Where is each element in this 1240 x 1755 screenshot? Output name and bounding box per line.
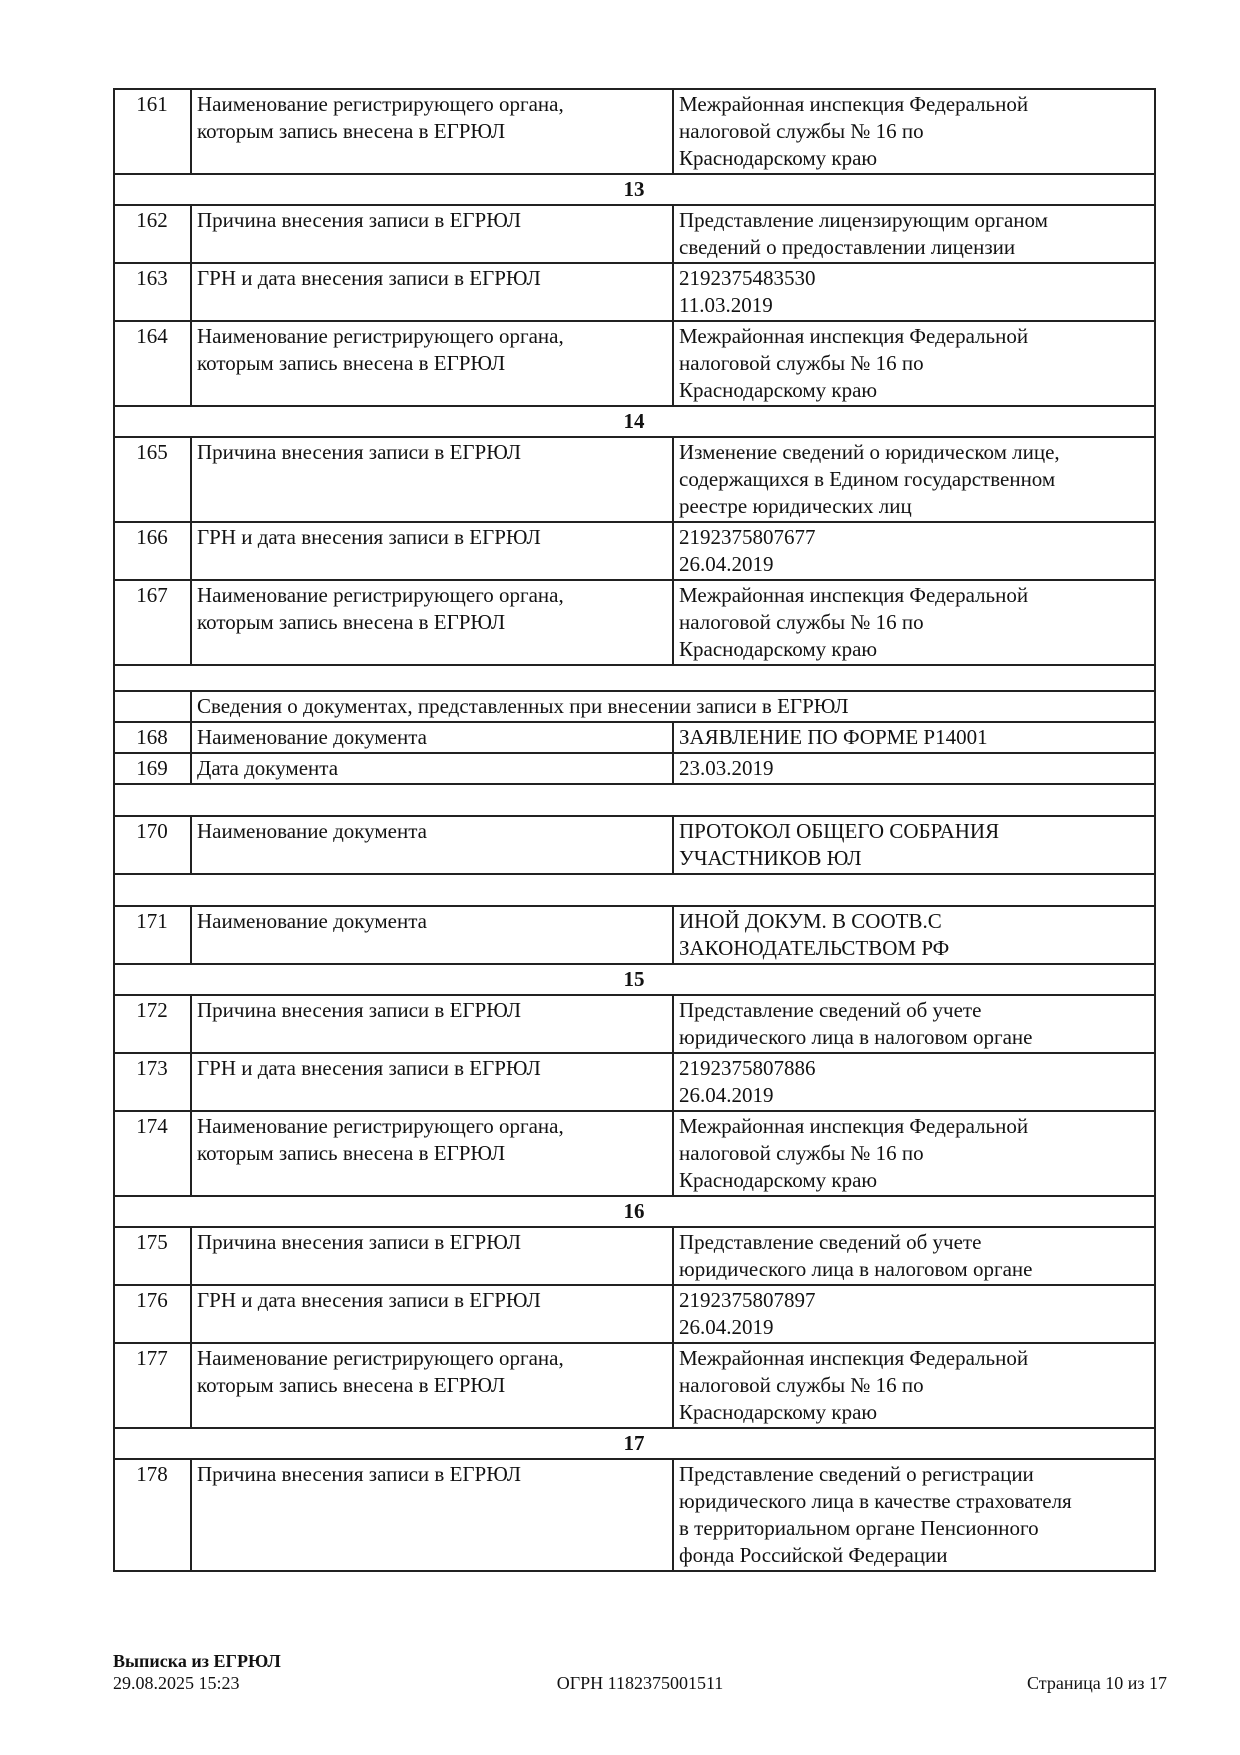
row-value: 2192375807677 26.04.2019 (672, 521, 1156, 581)
footer-datetime: 29.08.2025 15:23 (113, 1673, 240, 1693)
row-label: Причина внесения записи в ЕГРЮЛ (190, 436, 674, 523)
row-number: 178 (113, 1458, 192, 1572)
row-label: ГРН и дата внесения записи в ЕГРЮЛ (190, 262, 674, 322)
row-value: 2192375483530 11.03.2019 (672, 262, 1156, 322)
row-value: Представление сведений об учете юридичес… (672, 994, 1156, 1054)
footer-doc-type: Выписка из ЕГРЮЛ (113, 1651, 281, 1671)
row-number: 161 (113, 88, 192, 175)
row-label: Причина внесения записи в ЕГРЮЛ (190, 1458, 674, 1572)
section-number: 15 (113, 963, 1156, 996)
row-label: Причина внесения записи в ЕГРЮЛ (190, 204, 674, 264)
row-label: Наименование документа (190, 815, 674, 875)
row-label: Причина внесения записи в ЕГРЮЛ (190, 1226, 674, 1286)
row-value: Межрайонная инспекция Федеральной налого… (672, 88, 1156, 175)
table-row: 173 ГРН и дата внесения записи в ЕГРЮЛ 2… (113, 1052, 1156, 1112)
row-value: Изменение сведений о юридическом лице, с… (672, 436, 1156, 523)
row-number: 169 (113, 752, 192, 785)
row-label: Наименование регистрирующего органа, кот… (190, 579, 674, 666)
section-header-row: 17 (113, 1427, 1156, 1460)
row-number: 171 (113, 905, 192, 965)
row-value: ЗАЯВЛЕНИЕ ПО ФОРМЕ Р14001 (672, 721, 1156, 754)
table-row: 167 Наименование регистрирующего органа,… (113, 579, 1156, 666)
row-label: Дата документа (190, 752, 674, 785)
row-value: 2192375807897 26.04.2019 (672, 1284, 1156, 1344)
row-number: 167 (113, 579, 192, 666)
egrul-records-table: 161 Наименование регистрирующего органа,… (113, 88, 1156, 1572)
row-value: Межрайонная инспекция Федеральной налого… (672, 1342, 1156, 1429)
table-row: 163 ГРН и дата внесения записи в ЕГРЮЛ 2… (113, 262, 1156, 322)
table-row: 176 ГРН и дата внесения записи в ЕГРЮЛ 2… (113, 1284, 1156, 1344)
table-row: 164 Наименование регистрирующего органа,… (113, 320, 1156, 407)
row-value: Представление сведений о регистрации юри… (672, 1458, 1156, 1572)
section-number: 17 (113, 1427, 1156, 1460)
row-value: ИНОЙ ДОКУМ. В СООТВ.С ЗАКОНОДАТЕЛЬСТВОМ … (672, 905, 1156, 965)
row-value: Межрайонная инспекция Федеральной налого… (672, 1110, 1156, 1197)
row-number: 177 (113, 1342, 192, 1429)
row-label: Наименование документа (190, 721, 674, 754)
footer-ogrn: ОГРН 1182375001511 (556, 1673, 724, 1693)
row-number: 164 (113, 320, 192, 407)
row-number: 172 (113, 994, 192, 1054)
table-row: 168 Наименование документа ЗАЯВЛЕНИЕ ПО … (113, 721, 1156, 754)
row-value: 23.03.2019 (672, 752, 1156, 785)
row-number: 165 (113, 436, 192, 523)
section-number: 16 (113, 1195, 1156, 1228)
row-value: Представление сведений об учете юридичес… (672, 1226, 1156, 1286)
table-row: 175 Причина внесения записи в ЕГРЮЛ Пред… (113, 1226, 1156, 1286)
table-row: 172 Причина внесения записи в ЕГРЮЛ Пред… (113, 994, 1156, 1054)
row-number: 166 (113, 521, 192, 581)
row-label: ГРН и дата внесения записи в ЕГРЮЛ (190, 1052, 674, 1112)
section-header-row: 15 (113, 963, 1156, 996)
row-label: Наименование регистрирующего органа, кот… (190, 320, 674, 407)
spacer-cell (113, 873, 1156, 907)
table-row: 174 Наименование регистрирующего органа,… (113, 1110, 1156, 1197)
documents-header-row: Сведения о документах, представленных пр… (113, 690, 1156, 723)
row-label: Причина внесения записи в ЕГРЮЛ (190, 994, 674, 1054)
row-value: 2192375807886 26.04.2019 (672, 1052, 1156, 1112)
spacer-cell (113, 783, 1156, 817)
row-number: 162 (113, 204, 192, 264)
row-value: Межрайонная инспекция Федеральной налого… (672, 320, 1156, 407)
section-header-row: 13 (113, 173, 1156, 206)
section-header-row: 14 (113, 405, 1156, 438)
spacer-row (113, 783, 1156, 817)
page-footer: Выписка из ЕГРЮЛ 29.08.2025 15:23 ОГРН 1… (113, 1650, 1167, 1694)
row-value: Межрайонная инспекция Федеральной налого… (672, 579, 1156, 666)
section-number: 13 (113, 173, 1156, 206)
row-number: 173 (113, 1052, 192, 1112)
row-label: Наименование регистрирующего органа, кот… (190, 88, 674, 175)
documents-section-title: Сведения о документах, представленных пр… (190, 690, 1156, 723)
footer-left: Выписка из ЕГРЮЛ 29.08.2025 15:23 (113, 1650, 281, 1694)
spacer-cell (113, 664, 1156, 692)
section-number: 14 (113, 405, 1156, 438)
row-number: 163 (113, 262, 192, 322)
row-label: Наименование документа (190, 905, 674, 965)
spacer-row (113, 664, 1156, 692)
row-value: Представление лицензирующим органом свед… (672, 204, 1156, 264)
table-row: 162 Причина внесения записи в ЕГРЮЛ Пред… (113, 204, 1156, 264)
section-header-row: 16 (113, 1195, 1156, 1228)
row-number: 175 (113, 1226, 192, 1286)
row-number-empty (113, 690, 192, 723)
table-row: 169 Дата документа 23.03.2019 (113, 752, 1156, 785)
table-row: 161 Наименование регистрирующего органа,… (113, 88, 1156, 175)
row-label: ГРН и дата внесения записи в ЕГРЮЛ (190, 521, 674, 581)
table-row: 171 Наименование документа ИНОЙ ДОКУМ. В… (113, 905, 1156, 965)
row-label: ГРН и дата внесения записи в ЕГРЮЛ (190, 1284, 674, 1344)
table-row: 166 ГРН и дата внесения записи в ЕГРЮЛ 2… (113, 521, 1156, 581)
row-label: Наименование регистрирующего органа, кот… (190, 1342, 674, 1429)
row-label: Наименование регистрирующего органа, кот… (190, 1110, 674, 1197)
row-number: 174 (113, 1110, 192, 1197)
spacer-row (113, 873, 1156, 907)
table-row: 165 Причина внесения записи в ЕГРЮЛ Изме… (113, 436, 1156, 523)
row-number: 168 (113, 721, 192, 754)
row-value: ПРОТОКОЛ ОБЩЕГО СОБРАНИЯ УЧАСТНИКОВ ЮЛ (672, 815, 1156, 875)
table-row: 178 Причина внесения записи в ЕГРЮЛ Пред… (113, 1458, 1156, 1572)
row-number: 170 (113, 815, 192, 875)
row-number: 176 (113, 1284, 192, 1344)
footer-page-number: Страница 10 из 17 (1027, 1673, 1167, 1693)
table-row: 170 Наименование документа ПРОТОКОЛ ОБЩЕ… (113, 815, 1156, 875)
table-row: 177 Наименование регистрирующего органа,… (113, 1342, 1156, 1429)
